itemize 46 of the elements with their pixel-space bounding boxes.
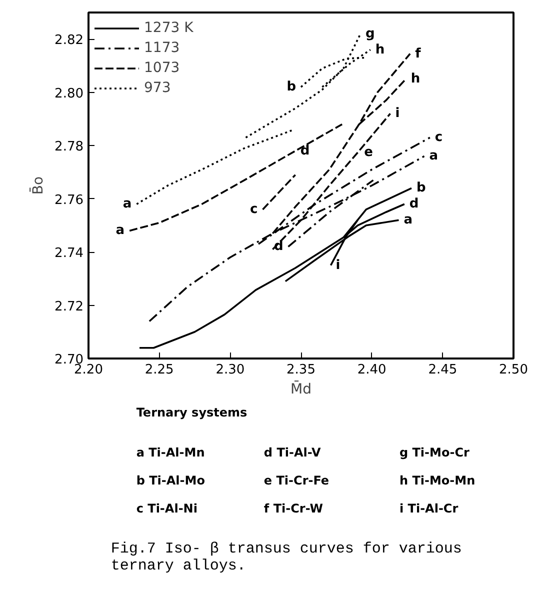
annotation: d xyxy=(409,196,419,212)
annotation: a xyxy=(116,223,125,238)
annotation: d xyxy=(300,143,310,158)
y-tick-label: 2.76 xyxy=(54,192,84,208)
annotation: c xyxy=(434,130,443,146)
text: a Ti-Al-Mn xyxy=(136,446,205,460)
annotation: b xyxy=(416,180,426,196)
y-tick-label: 2.80 xyxy=(54,86,84,102)
x-tick-label: 2.40 xyxy=(357,362,386,378)
x-tick-label: 2.50 xyxy=(499,362,528,378)
annotation: f xyxy=(415,46,422,62)
y-tick-label: 2.74 xyxy=(54,246,84,262)
annotation: h xyxy=(410,72,420,87)
text: g Ti-Mo-Cr xyxy=(399,446,470,460)
text: i Ti-Al-Cr xyxy=(399,502,458,516)
annotation: i xyxy=(395,106,400,122)
legend-label: 973 xyxy=(144,80,171,96)
y-tick-label: 2.72 xyxy=(54,299,84,314)
annotation: b xyxy=(286,80,296,95)
annotation: c xyxy=(250,202,258,217)
text: b Ti-Al-Mo xyxy=(136,474,205,488)
x-axis-title: M̄d xyxy=(290,380,312,398)
y-tick-label: 2.78 xyxy=(54,140,84,155)
y-axis-title: B̄o xyxy=(29,176,47,195)
annotation: e xyxy=(364,144,374,160)
y-tick-label: 2.82 xyxy=(54,33,84,48)
annotation: a xyxy=(429,148,438,164)
legend-label: 1173 xyxy=(144,40,180,56)
text: c Ti-Al-Ni xyxy=(136,502,198,516)
legend-label: 1273 K xyxy=(144,20,194,36)
x-tick-label: 2.45 xyxy=(428,362,458,378)
x-tick-label: 2.35 xyxy=(286,362,316,378)
text: d Ti-Al-V xyxy=(264,446,322,460)
x-tick-label: 2.30 xyxy=(216,362,245,378)
legend-label: 1073 xyxy=(144,60,180,76)
text: Ternary systems xyxy=(136,406,248,420)
text: h Ti-Mo-Mn xyxy=(399,474,476,488)
x-tick-label: 2.25 xyxy=(144,362,174,378)
caption: Fig.7 Iso- β transus curves for various ternary alloys. xyxy=(110,540,462,574)
annotation: a xyxy=(404,212,413,228)
annotation: a xyxy=(122,196,132,212)
annotation: i xyxy=(336,258,340,273)
annotation: g xyxy=(366,26,375,42)
annotation: h xyxy=(375,42,385,58)
text: f Ti-Cr-W xyxy=(264,502,324,516)
text: e Ti-Cr-Fe xyxy=(264,474,330,488)
